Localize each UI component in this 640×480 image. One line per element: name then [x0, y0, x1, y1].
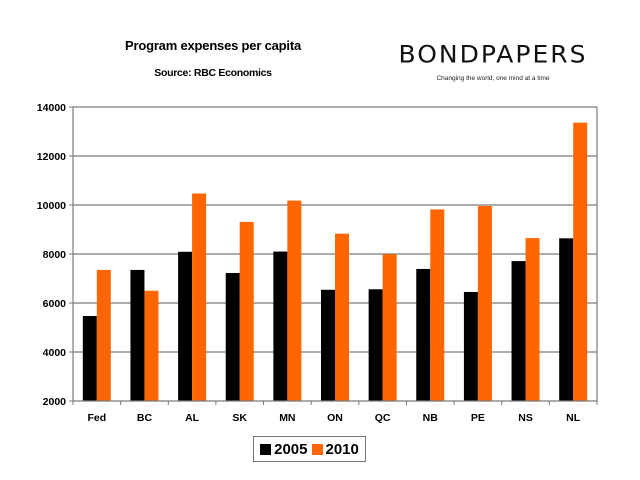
x-tick-label: QC — [375, 412, 391, 424]
axes — [69, 106, 598, 405]
legend-label-2005: 2005 — [274, 440, 308, 458]
bars — [82, 122, 588, 402]
x-tick-label: PE — [471, 412, 485, 424]
bar-2005-BC — [130, 269, 145, 401]
y-tick-label: 14000 — [37, 102, 66, 114]
bar-2010-MN — [287, 200, 302, 401]
legend: 2005 2010 — [253, 436, 366, 462]
axis-labels: 2000 4000 6000 8000 10000 12000 14000 Fed BC AL SK… — [37, 102, 581, 424]
bar-2010-PE — [477, 205, 492, 401]
x-tick-label: ON — [327, 412, 343, 424]
y-tick-label: 2000 — [43, 396, 67, 408]
x-tick-label: AL — [185, 412, 200, 424]
bar-2010-Fed — [96, 269, 111, 401]
bar-2005-NL — [559, 238, 574, 401]
legend-swatch-2005 — [260, 443, 272, 455]
x-tick-label: Fed — [87, 412, 106, 424]
bar-2010-NL — [573, 122, 588, 402]
x-tick-label: BC — [137, 412, 153, 424]
bar-2010-AL — [192, 193, 207, 401]
legend-item-2010: 2010 — [311, 440, 359, 458]
x-tick-label: SK — [232, 412, 247, 424]
bar-2010-QC — [382, 254, 397, 401]
brand-logo: BONDPAPERS — [398, 40, 588, 69]
chart-title: Program expenses per capita — [125, 38, 301, 53]
bar-2010-SK — [239, 221, 254, 401]
legend-label-2010: 2010 — [325, 440, 359, 458]
y-tick-label: 4000 — [43, 347, 67, 359]
bar-2005-PE — [463, 291, 478, 401]
gridlines — [73, 106, 597, 353]
x-tick-label: NL — [566, 412, 581, 424]
legend-item-2005: 2005 — [260, 440, 308, 458]
x-tick-label: NS — [518, 412, 533, 424]
y-tick-label: 12000 — [37, 151, 66, 163]
bar-2010-NB — [430, 209, 445, 401]
bar-2005-NS — [511, 261, 526, 401]
bar-2005-NB — [416, 268, 431, 401]
chart-subtitle: Source: RBC Economics — [154, 67, 272, 79]
bar-2005-ON — [321, 289, 335, 401]
bar-2005-SK — [225, 272, 240, 401]
bar-2010-NS — [525, 238, 540, 401]
bar-2010-BC — [144, 290, 159, 401]
brand-tagline: Changing the world, one mind at a time — [436, 75, 550, 82]
bar-2005-MN — [273, 251, 288, 401]
y-tick-label: 6000 — [43, 298, 67, 310]
y-tick-label: 8000 — [43, 249, 67, 261]
bar-2005-QC — [368, 289, 383, 401]
y-tick-label: 10000 — [37, 200, 66, 212]
bar-2010-ON — [335, 233, 349, 401]
legend-swatch-2010 — [311, 443, 323, 455]
bar-2005-AL — [178, 251, 193, 401]
x-tick-label: NB — [423, 412, 439, 424]
bar-2005-Fed — [82, 315, 97, 401]
x-tick-label: MN — [279, 412, 295, 424]
